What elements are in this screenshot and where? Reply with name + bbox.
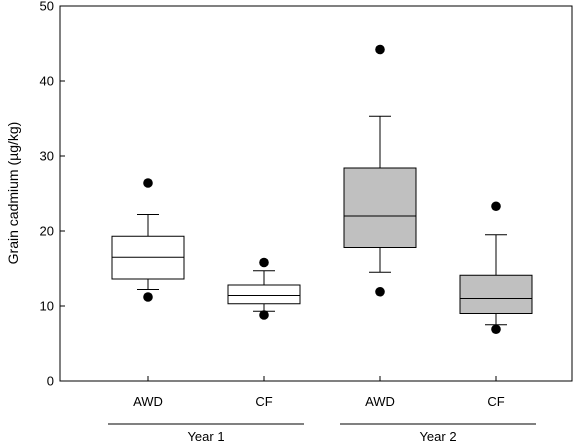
group-label: Year 1: [187, 429, 224, 444]
outlier-point: [259, 257, 269, 268]
outlier-point: [143, 178, 153, 188]
y-tick-label: 0: [47, 374, 54, 389]
x-category-label: CF: [255, 394, 272, 409]
box-3: [343, 44, 417, 297]
y-axis-title: Grain cadmium (µg/kg): [5, 122, 21, 265]
plot-frame: [59, 5, 573, 382]
iqr-box: [459, 274, 533, 314]
boxes: [111, 44, 533, 335]
outlier-point: [491, 201, 501, 212]
box-4: [459, 201, 533, 335]
outlier-point: [375, 44, 385, 55]
group-label: Year 2: [419, 429, 456, 444]
box-1: [111, 178, 185, 302]
iqr-box: [343, 167, 417, 248]
y-tick-label: 20: [40, 224, 54, 239]
outlier-point: [259, 310, 269, 320]
y-tick-label: 40: [40, 74, 54, 89]
y-tick-label: 30: [40, 149, 54, 164]
group-labels: Year 1 Year 2: [108, 423, 536, 444]
y-axis: 0 10 20 30 40 50: [40, 0, 65, 389]
outlier-point: [375, 286, 385, 297]
y-tick-label: 10: [40, 299, 54, 314]
y-tick-label: 50: [40, 0, 54, 14]
x-category-label: AWD: [133, 394, 163, 409]
iqr-box: [227, 284, 301, 305]
x-axis-labels: AWD CF AWD CF: [133, 376, 505, 409]
outlier-point: [491, 324, 501, 335]
outlier-point: [143, 292, 153, 302]
x-category-label: CF: [487, 394, 504, 409]
x-category-label: AWD: [365, 394, 395, 409]
box-2: [227, 257, 301, 320]
